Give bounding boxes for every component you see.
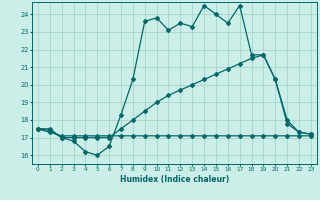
X-axis label: Humidex (Indice chaleur): Humidex (Indice chaleur) — [120, 175, 229, 184]
